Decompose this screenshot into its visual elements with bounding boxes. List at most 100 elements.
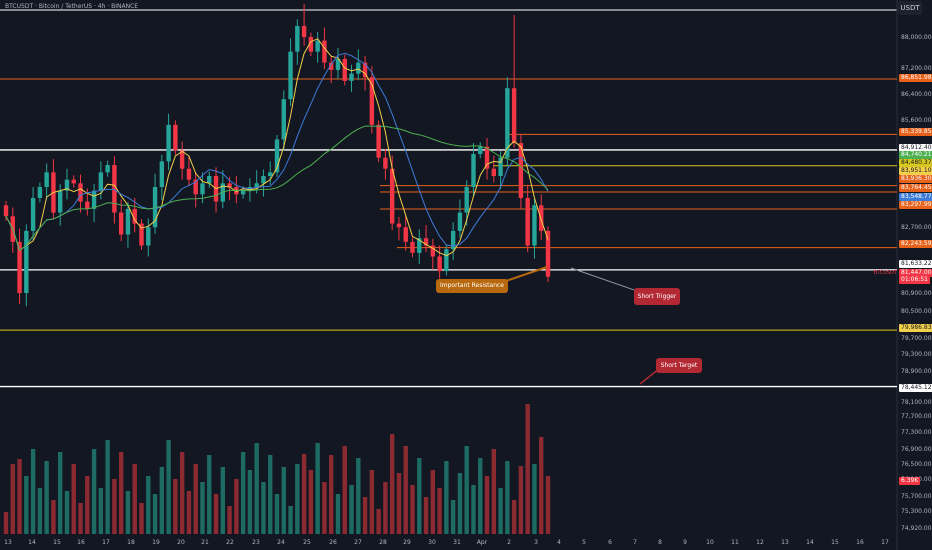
volume-bar	[179, 452, 185, 534]
candle-body	[17, 241, 22, 294]
volume-bar	[58, 452, 63, 534]
volume-bar	[37, 488, 43, 534]
volume-bar	[71, 464, 76, 534]
volume-bar	[335, 494, 341, 534]
price-tag: 83,548.77	[899, 193, 932, 201]
candle-body	[315, 40, 320, 52]
candle-body	[450, 230, 456, 250]
candle-body	[200, 183, 205, 195]
volume-bar	[356, 458, 361, 534]
price-tick-label: 87,200.00	[901, 65, 932, 72]
time-tick-label: 7	[633, 539, 637, 546]
candle-body	[329, 62, 334, 70]
price-tag: 82,243.59	[899, 240, 932, 248]
volume-bar	[403, 446, 408, 534]
time-tick-label: 16	[856, 539, 864, 546]
price-tag: 6.39K	[899, 477, 921, 485]
price-tick-label: 78,900.00	[901, 368, 932, 375]
candle-body	[152, 186, 158, 228]
currency-button[interactable]: USDT	[898, 1, 922, 15]
candle-body	[159, 161, 165, 187]
volume-bars	[3, 404, 551, 534]
volume-bar	[539, 437, 544, 534]
candle-body	[207, 176, 212, 184]
candle-body	[186, 168, 192, 180]
candle-body	[491, 168, 496, 177]
ma-slow-line	[5, 125, 549, 252]
volume-bar	[322, 482, 327, 534]
candle-body	[295, 26, 300, 52]
candle-body	[193, 179, 198, 195]
price-tick-label: 75,300.00	[901, 508, 932, 515]
volume-bar	[173, 479, 178, 534]
volume-bar	[105, 440, 110, 534]
price-tag: 83,951.10	[899, 167, 932, 175]
candle-body	[179, 150, 185, 169]
price-tag: 84,480.37	[899, 159, 932, 167]
candle-body	[78, 183, 83, 202]
candle-body	[288, 51, 293, 100]
candle-body	[478, 146, 483, 155]
candle-body	[166, 124, 171, 162]
moving-averages	[5, 38, 549, 257]
volume-bar	[234, 479, 239, 534]
candle-body	[511, 88, 517, 144]
candle-body	[261, 176, 266, 184]
volume-bar	[159, 467, 165, 534]
volume-bar	[247, 470, 253, 534]
time-tick-label: 4	[557, 539, 561, 546]
volume-bar	[430, 470, 436, 534]
volume-bar	[274, 494, 280, 534]
candle-body	[437, 256, 442, 272]
time-tick-label: 24	[277, 539, 285, 546]
volume-bar	[207, 455, 212, 534]
candle-body	[173, 124, 178, 151]
price-tick-label: 77,300.00	[901, 429, 932, 436]
volume-bar	[227, 506, 232, 534]
price-tick-label: 86,400.00	[901, 91, 932, 98]
time-tick-label: 8	[658, 539, 662, 546]
candle-body	[349, 73, 354, 81]
volume-bar	[112, 479, 117, 534]
grid	[0, 0, 898, 550]
candle-body	[220, 183, 225, 202]
volume-bar	[51, 500, 56, 534]
candle-body	[342, 58, 347, 81]
volume-bar	[545, 476, 551, 534]
time-tick-label: 27	[354, 539, 362, 546]
volume-bar	[30, 449, 36, 534]
volume-bar	[450, 500, 456, 534]
volume-bar	[118, 452, 124, 534]
price-tag: 81,447.00	[899, 269, 932, 277]
candle-body	[518, 143, 524, 198]
candle-body	[301, 26, 307, 37]
time-tick-label: 16	[77, 539, 85, 546]
time-tick-label: 26	[329, 539, 337, 546]
volume-bar	[396, 473, 402, 534]
volume-bar	[64, 491, 70, 534]
volume-bar	[132, 464, 137, 534]
candle-body	[44, 172, 49, 187]
volume-bar	[498, 488, 503, 534]
time-tick-label: 15	[53, 539, 61, 546]
time-tick-label: 22	[226, 539, 234, 546]
price-tag: 83,764.45	[899, 184, 932, 192]
candle-body	[376, 124, 381, 158]
short-trigger-callout: Short Trigger	[634, 288, 680, 305]
candle-body	[498, 157, 503, 177]
volume-bar	[78, 503, 83, 534]
candle-body	[322, 40, 327, 63]
price-tick-label: 78,100.00	[901, 399, 932, 406]
volume-bar	[342, 446, 347, 534]
volume-bar	[525, 404, 530, 534]
time-tick-label: 14	[806, 539, 814, 546]
ma-mid-line	[5, 52, 549, 252]
candle-body	[58, 190, 63, 213]
volume-bar	[457, 473, 463, 534]
short-target-callout: Short Target	[656, 358, 702, 373]
volume-bar	[532, 464, 537, 534]
time-tick-label: 13	[781, 539, 789, 546]
candle-body	[98, 172, 104, 191]
volume-bar	[146, 476, 151, 534]
